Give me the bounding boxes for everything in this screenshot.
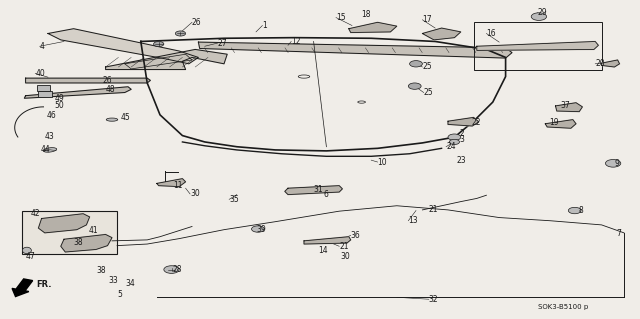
Polygon shape (304, 237, 351, 244)
Polygon shape (448, 117, 479, 126)
Text: 45: 45 (120, 113, 130, 122)
Circle shape (410, 61, 422, 67)
Text: 28: 28 (173, 265, 182, 274)
Text: 5: 5 (118, 290, 123, 299)
Text: 1: 1 (262, 21, 267, 30)
Polygon shape (477, 41, 598, 50)
Text: 39: 39 (256, 225, 266, 234)
Text: 47: 47 (26, 252, 35, 261)
Text: 43: 43 (45, 132, 54, 141)
Polygon shape (285, 186, 342, 195)
Circle shape (531, 13, 547, 20)
Text: 25: 25 (424, 88, 433, 97)
Polygon shape (61, 234, 112, 252)
Text: 13: 13 (408, 216, 418, 225)
Text: 42: 42 (31, 209, 40, 218)
Text: 24: 24 (446, 142, 456, 151)
Text: 8: 8 (579, 206, 583, 215)
Polygon shape (38, 214, 90, 233)
Text: 33: 33 (109, 276, 118, 285)
Text: 14: 14 (318, 246, 328, 255)
Circle shape (252, 226, 264, 232)
Text: 26: 26 (192, 18, 202, 27)
Polygon shape (349, 22, 397, 33)
Circle shape (448, 134, 461, 140)
Text: SOK3-B5100 p: SOK3-B5100 p (538, 304, 588, 310)
Text: 4: 4 (40, 42, 45, 51)
Ellipse shape (106, 118, 118, 121)
Text: 38: 38 (74, 238, 83, 247)
Polygon shape (198, 42, 512, 58)
Text: 15: 15 (336, 13, 346, 22)
Text: 11: 11 (173, 181, 182, 190)
Text: 49: 49 (54, 94, 64, 103)
Text: 18: 18 (362, 10, 371, 19)
Polygon shape (422, 28, 461, 40)
Bar (22, 211, 117, 254)
FancyBboxPatch shape (37, 85, 50, 91)
Text: 41: 41 (88, 226, 98, 235)
Bar (474, 22, 602, 70)
Text: 34: 34 (125, 279, 135, 288)
Text: 32: 32 (429, 295, 438, 304)
Text: 31: 31 (314, 185, 323, 194)
Polygon shape (26, 78, 150, 83)
Text: FR.: FR. (36, 280, 52, 289)
Text: 19: 19 (549, 118, 559, 127)
Ellipse shape (43, 148, 57, 152)
Text: 26: 26 (102, 76, 112, 85)
Circle shape (154, 41, 164, 47)
Text: 6: 6 (323, 190, 328, 199)
Text: 35: 35 (229, 195, 239, 204)
Polygon shape (106, 49, 227, 70)
Text: 38: 38 (96, 266, 106, 275)
Polygon shape (545, 120, 576, 128)
Polygon shape (602, 60, 620, 67)
Text: 37: 37 (560, 101, 570, 110)
Text: 20: 20 (595, 59, 605, 68)
Text: 9: 9 (614, 159, 620, 168)
Text: 29: 29 (538, 8, 547, 17)
FancyArrow shape (12, 279, 33, 297)
Text: 22: 22 (471, 118, 481, 127)
Circle shape (568, 207, 581, 214)
Circle shape (408, 83, 421, 89)
Text: 7: 7 (616, 229, 621, 238)
Text: 16: 16 (486, 29, 496, 38)
Text: 27: 27 (218, 39, 227, 48)
Text: 36: 36 (351, 231, 360, 240)
Circle shape (449, 139, 460, 145)
Text: 44: 44 (40, 145, 50, 154)
Polygon shape (24, 87, 131, 98)
FancyBboxPatch shape (38, 91, 52, 97)
Circle shape (175, 31, 186, 36)
Text: 3: 3 (460, 135, 465, 144)
Polygon shape (48, 29, 198, 64)
Text: 12: 12 (291, 37, 301, 46)
Polygon shape (157, 179, 186, 187)
Text: 30: 30 (340, 252, 350, 261)
Text: 50: 50 (54, 101, 64, 110)
Polygon shape (556, 103, 582, 112)
Text: 48: 48 (106, 85, 115, 94)
Text: 25: 25 (422, 63, 432, 71)
Text: 40: 40 (35, 69, 45, 78)
Text: 21: 21 (339, 242, 349, 251)
Text: 17: 17 (422, 15, 432, 24)
Text: 2: 2 (460, 129, 464, 137)
Ellipse shape (22, 247, 31, 254)
Text: 10: 10 (378, 158, 387, 167)
Text: 46: 46 (47, 111, 56, 120)
Text: 23: 23 (457, 156, 467, 165)
Circle shape (164, 266, 179, 273)
Text: 21: 21 (429, 205, 438, 214)
Circle shape (605, 160, 621, 167)
Text: 30: 30 (190, 189, 200, 198)
